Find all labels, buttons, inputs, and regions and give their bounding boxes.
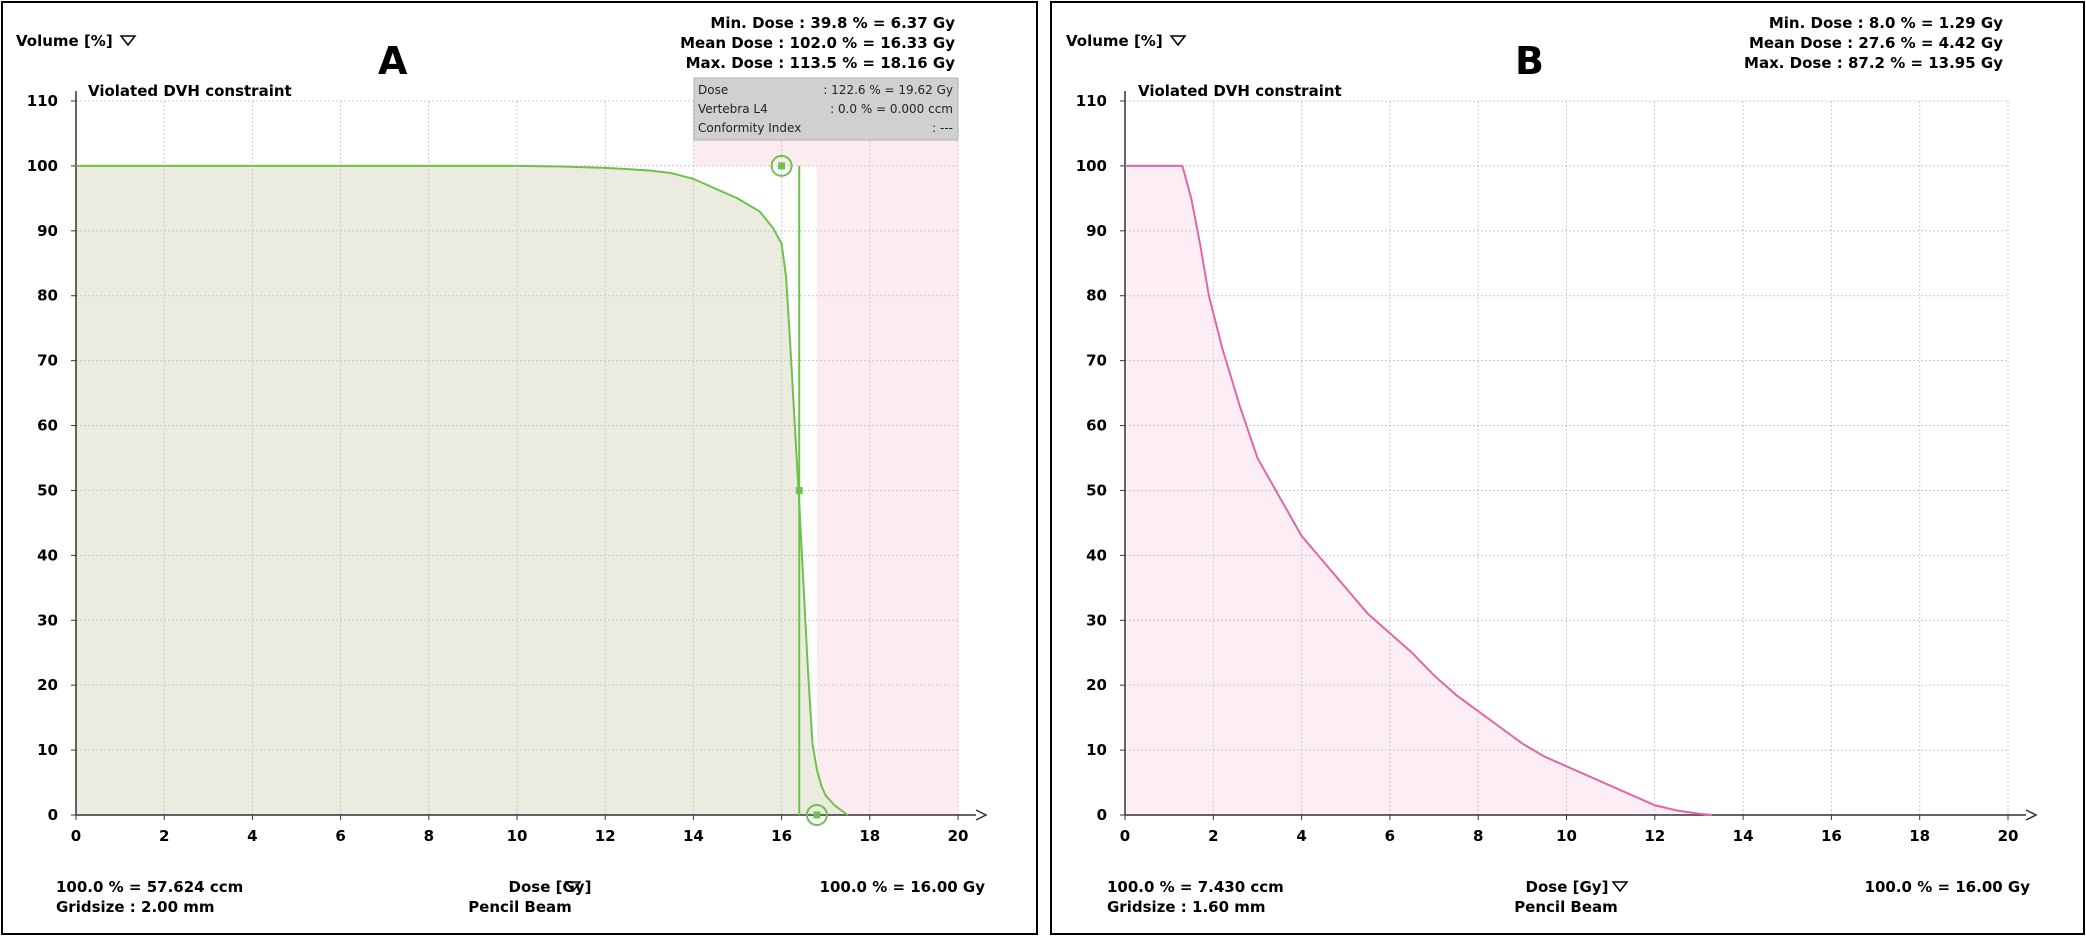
panel-b-min-dose: Min. Dose : 8.0 % = 1.29 Gy — [1769, 14, 2003, 32]
panel-a-x-tick-label: 12 — [595, 827, 616, 845]
panel-a-tooltip: Dose : 122.6 % = 19.62 Gy Vertebra L4 : … — [693, 77, 959, 141]
panel-b-x-tick-label: 18 — [1909, 827, 1930, 845]
panel-b-y-tick-label: 60 — [1086, 417, 1107, 435]
panel-b-x-tick-label: 20 — [1998, 827, 2019, 845]
panel-a-constraint-lower-marker-ring — [805, 804, 828, 826]
panel-b-area-fill — [1125, 165, 1713, 816]
panel-a-x-tick-label: 0 — [71, 827, 81, 845]
panel-b-violation-label: Violated DVH constraint — [1138, 82, 1342, 100]
panel-b-x-tick-label: 2 — [1208, 827, 1218, 845]
panel-b-x-tick-label: 4 — [1296, 827, 1306, 845]
panel-b-x-tick-label: 12 — [1644, 827, 1665, 845]
panel-a-x-tick-label: 2 — [159, 827, 169, 845]
panel-a-xlabel-sub: Pencil Beam — [468, 898, 572, 916]
panel-b-dvh-curve — [1125, 164, 1713, 816]
panel-a-y-tick-label: 110 — [27, 92, 58, 110]
panel-a-xlabel[interactable]: Dose [Gy] — [509, 878, 592, 896]
panel-b-y-tick-label: 30 — [1086, 611, 1107, 629]
panel-b-y-tick-label: 0 — [1097, 806, 1107, 824]
panel-a-y-tick-label: 70 — [37, 352, 58, 370]
tooltip-ci-label: Conformity Index — [698, 121, 801, 135]
panel-b-mean-dose: Mean Dose : 27.6 % = 4.42 Gy — [1749, 34, 2003, 52]
panel-a-mean-dose: Mean Dose : 102.0 % = 16.33 Gy — [680, 34, 955, 52]
panel-a-violation-region — [816, 101, 958, 815]
panel-a-y-tick-label: 50 — [37, 481, 58, 499]
panel-b-y-tick-label: 90 — [1086, 222, 1107, 240]
panel-b-x-axis-arrow — [2025, 809, 2038, 821]
panel-a-ylabel[interactable]: Volume [%] — [16, 32, 113, 50]
panel-b-x-tick-label: 16 — [1821, 827, 1842, 845]
panel-a-x-tick-label: 18 — [859, 827, 880, 845]
panel-a-letter: A — [378, 39, 408, 83]
panel-a: A Volume [%] Min. Dose : 39.8 % = 6.37 G… — [1, 1, 1038, 935]
panel-b-y-tick-label: 10 — [1086, 741, 1107, 759]
panel-a-prescription: 100.0 % = 16.00 Gy — [820, 878, 986, 896]
panel-b-gridsize: Gridsize : 1.60 mm — [1107, 898, 1266, 916]
tooltip-structure-label: Vertebra L4 — [698, 102, 768, 116]
panel-b-y-tick-label: 110 — [1076, 92, 1107, 110]
tooltip-structure-value: : 0.0 % = 0.000 ccm — [830, 102, 953, 116]
panel-a-y-tick-label: 20 — [37, 676, 58, 694]
panel-a-constraint-upper-marker — [778, 162, 786, 170]
panel-a-y-tick-label: 100 — [27, 157, 58, 175]
panel-b-ylabel-dropdown-icon[interactable] — [1169, 35, 1187, 47]
panel-a-gridsize: Gridsize : 2.00 mm — [56, 898, 215, 916]
panel-a-constraint-lower-marker — [813, 811, 821, 819]
panel-a-x-tick-label: 6 — [335, 827, 345, 845]
panel-a-tooltip-box — [693, 77, 959, 141]
panel-b-y-tick-label: 50 — [1086, 481, 1107, 499]
panel-a-x-axis-arrow — [975, 809, 988, 821]
panel-a-violation-label: Violated DVH constraint — [88, 82, 292, 100]
panel-a-x-tick-label: 16 — [771, 827, 792, 845]
panel-a-x-tick-label: 8 — [424, 827, 434, 845]
panel-b-prescription: 100.0 % = 16.00 Gy — [1865, 878, 2031, 896]
panel-b: B Volume [%] Min. Dose : 8.0 % = 1.29 Gy… — [1050, 1, 2085, 935]
panel-a-constraint-upper-marker-ring — [770, 154, 793, 177]
panel-b-ylabel[interactable]: Volume [%] — [1066, 32, 1163, 50]
panel-a-x-tick-label: 4 — [247, 827, 257, 845]
panel-a-dvh-curve — [76, 164, 849, 816]
panel-a-volume-total: 100.0 % = 57.624 ccm — [56, 878, 243, 896]
panel-b-plot-area: 0 2 4 6 8 10 12 14 16 18 20 0 10 20 30 40 50 60 70 80 90 100 1… — [1076, 91, 2038, 845]
panel-b-y-tick-label: 80 — [1086, 287, 1107, 305]
tooltip-ci-value: : --- — [932, 121, 953, 135]
panel-b-max-dose: Max. Dose : 87.2 % = 13.95 Gy — [1744, 54, 2003, 72]
panel-a-y-tick-label: 80 — [37, 287, 58, 305]
panel-b-x-tick-label: 14 — [1733, 827, 1754, 845]
panel-b-xlabel[interactable]: Dose [Gy] — [1526, 878, 1609, 896]
panel-b-x-tick-label: 6 — [1385, 827, 1395, 845]
panel-b-x-tick-label: 10 — [1556, 827, 1577, 845]
panel-a-ylabel-dropdown-icon[interactable] — [119, 35, 137, 47]
panel-a-constraint-mid-marker — [795, 486, 803, 494]
panel-b-x-tick-label: 8 — [1473, 827, 1483, 845]
panel-a-x-tick-label: 14 — [683, 827, 704, 845]
panel-a-y-tick-label: 10 — [37, 741, 58, 759]
panel-b-xlabel-sub: Pencil Beam — [1514, 898, 1618, 916]
panel-b-volume-total: 100.0 % = 7.430 ccm — [1107, 878, 1284, 896]
panel-b-y-tick-label: 20 — [1086, 676, 1107, 694]
panel-a-x-tick-label: 10 — [507, 827, 528, 845]
tooltip-dose-label: Dose — [698, 83, 728, 97]
panel-a-y-tick-label: 60 — [37, 417, 58, 435]
panel-a-x-tick-label: 20 — [948, 827, 969, 845]
panel-a-y-tick-label: 40 — [37, 546, 58, 564]
panel-a-plot-area: 0 2 4 6 8 10 12 14 16 18 20 0 10 20 30 40 50 60 70 80 90 100 1… — [27, 91, 988, 845]
panel-b-letter: B — [1515, 39, 1544, 83]
panel-a-xlabel-dropdown-icon[interactable] — [564, 881, 582, 893]
panel-b-y-tick-label: 40 — [1086, 546, 1107, 564]
panel-a-max-dose: Max. Dose : 113.5 % = 18.16 Gy — [686, 54, 956, 72]
panel-a-y-tick-label: 90 — [37, 222, 58, 240]
panel-a-y-tick-label: 0 — [48, 806, 58, 824]
panel-b-xlabel-dropdown-icon[interactable] — [1611, 881, 1629, 893]
panel-b-x-tick-label: 0 — [1120, 827, 1130, 845]
panel-a-min-dose: Min. Dose : 39.8 % = 6.37 Gy — [710, 14, 955, 32]
tooltip-dose-value: : 122.6 % = 19.62 Gy — [823, 83, 953, 97]
panel-b-y-tick-label: 100 — [1076, 157, 1107, 175]
panel-b-y-tick-label: 70 — [1086, 352, 1107, 370]
panel-a-y-tick-label: 30 — [37, 611, 58, 629]
